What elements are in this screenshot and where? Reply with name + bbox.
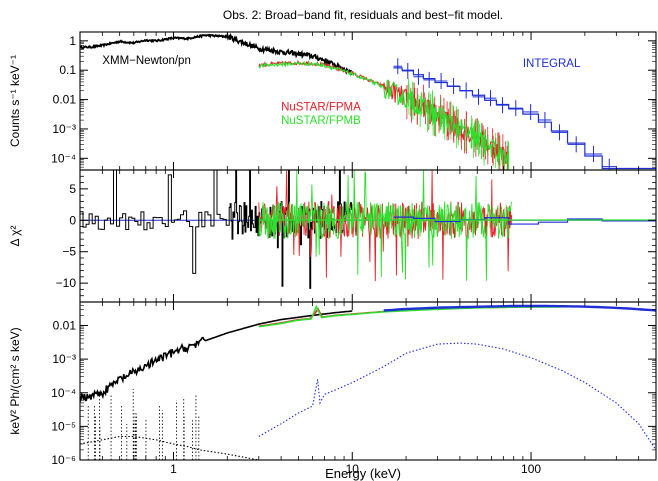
annotation-nustar-fpma: NuSTAR/FPMA xyxy=(281,102,361,114)
model-reflection xyxy=(258,342,656,451)
y-tick-label: 10⁻³ xyxy=(52,352,76,366)
series-integral-residuals xyxy=(393,216,656,225)
y-tick-label: 0 xyxy=(69,213,76,227)
panel-model: 0.01 10⁻³ 10⁻⁴ 10⁻⁵ 10⁻⁶ keV² Ph/(cm² s keV) xyxy=(8,301,657,467)
panel-frame xyxy=(79,301,657,461)
y-tick-label: 10⁻⁴ xyxy=(51,151,76,165)
series-xmm-residuals xyxy=(80,170,353,289)
x-tick-label: 10 xyxy=(346,462,360,476)
model-soft-lines xyxy=(80,435,259,460)
y-axis-label-model: keV² Ph/(cm² s keV) xyxy=(8,327,22,434)
y-tick-label: −10 xyxy=(56,276,77,290)
y-tick-label: 0.01 xyxy=(53,93,77,107)
x-tick-label: 1 xyxy=(170,462,177,476)
y-tick-label: 10⁻³ xyxy=(52,122,76,136)
panel-counts-plot xyxy=(80,32,656,170)
model-xmm-newton-pn xyxy=(80,310,353,402)
annotation-xmm-newton-pn: XMM−Newton/pn xyxy=(102,55,191,67)
panel-model-plot xyxy=(80,304,656,460)
panel-frame xyxy=(79,31,657,171)
series-fpmb-residuals xyxy=(258,170,513,281)
series-integral-model xyxy=(393,67,656,170)
y-tick-label: −5 xyxy=(62,245,76,259)
y-axis-label-residuals: Δ χ² xyxy=(8,226,22,247)
panel-residuals: 5 0 −5 −10 Δ χ² xyxy=(8,169,657,303)
panel-counts: 1 0.1 0.01 10⁻³ 10⁻⁴ Counts s⁻¹ keV⁻¹ XMM−Newt… xyxy=(8,31,657,171)
y-tick-label: 5 xyxy=(69,182,76,196)
y-tick-label: 1 xyxy=(69,34,76,48)
panel-residuals-plot xyxy=(80,170,656,289)
series-nustar-fpmb xyxy=(258,60,510,166)
series-xmm-newton-pn xyxy=(80,32,353,77)
y-tick-label: 10⁻⁶ xyxy=(51,453,76,467)
panels: 1 0.1 0.01 10⁻³ 10⁻⁴ Counts s⁻¹ keV⁻¹ XMM−Newt… xyxy=(8,31,657,476)
y-tick-label: 0.01 xyxy=(53,319,77,333)
annotation-nustar-fpmb: NuSTAR/FPMB xyxy=(281,115,361,127)
panel-frame xyxy=(79,169,657,303)
annotation-integral: INTEGRAL xyxy=(523,58,581,70)
x-axis-label: Energy (keV) xyxy=(325,466,401,481)
y-tick-label: 0.1 xyxy=(59,63,76,77)
model-integral xyxy=(383,304,656,312)
x-tick-label: 100 xyxy=(521,462,541,476)
chart-title: Obs. 2: Broad−band fit, residuals and be… xyxy=(223,8,503,22)
y-tick-label: 10⁻⁵ xyxy=(51,419,76,433)
y-tick-label: 10⁻⁴ xyxy=(51,386,76,400)
y-axis-label-counts: Counts s⁻¹ keV⁻¹ xyxy=(8,55,22,147)
